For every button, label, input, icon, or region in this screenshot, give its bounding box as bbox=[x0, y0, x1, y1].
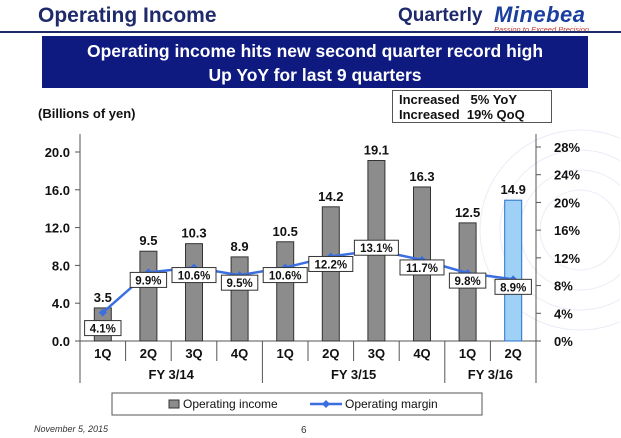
summary-qoq: Increased 19% QoQ bbox=[399, 107, 525, 122]
margin-point bbox=[98, 308, 107, 317]
margin-label-box bbox=[220, 274, 259, 291]
brand-logo: Minebea Passion to Exceed Precision bbox=[494, 2, 616, 34]
y2-tick-label: 24% bbox=[554, 168, 580, 183]
y2-tick-label: 12% bbox=[554, 251, 580, 266]
x-tick-label: 1Q bbox=[277, 346, 294, 361]
margin-label-box bbox=[353, 239, 399, 256]
margin-label: 10.6% bbox=[269, 271, 302, 283]
bar-value-label: 19.1 bbox=[364, 143, 389, 158]
period-label: Quarterly bbox=[398, 5, 483, 26]
y2-tick-label: 20% bbox=[554, 195, 580, 210]
margin-label: 9.8% bbox=[454, 276, 480, 288]
x-tick-label: 1Q bbox=[94, 346, 111, 361]
y2-tick-label: 8% bbox=[554, 279, 573, 294]
legend-bar-swatch bbox=[168, 399, 180, 409]
brand-tagline: Passion to Exceed Precision bbox=[494, 25, 590, 34]
y2-tick-label: 4% bbox=[554, 306, 573, 321]
summary-box: Increased 5% YoY Increased 19% QoQ bbox=[392, 90, 552, 123]
legend-line-marker bbox=[322, 400, 330, 408]
margin-label: 9.5% bbox=[226, 278, 252, 290]
margin-label: 4.1% bbox=[90, 324, 116, 336]
y-axis-unit-label: (Billions of yen) bbox=[38, 106, 136, 121]
bar-value-label: 3.5 bbox=[94, 290, 112, 305]
margin-label: 10.6% bbox=[178, 271, 211, 283]
y2-tick-label: 16% bbox=[554, 223, 580, 238]
headline-banner: Operating income hits new second quarter… bbox=[42, 36, 588, 88]
y-tick-label: 12.0 bbox=[45, 221, 70, 236]
y-tick-label: 4.0 bbox=[52, 296, 70, 311]
x-tick-label: 3Q bbox=[368, 346, 385, 361]
headline-line-2: Up YoY for last 9 quarters bbox=[208, 65, 422, 85]
bar-value-label: 9.5 bbox=[139, 233, 157, 248]
margin-label: 9.9% bbox=[135, 275, 161, 287]
x-tick-label: 2Q bbox=[505, 346, 522, 361]
margin-label-box bbox=[262, 267, 308, 284]
bar bbox=[276, 241, 295, 342]
margin-label: 13.1% bbox=[360, 243, 393, 255]
bar-value-label: 10.5 bbox=[273, 224, 298, 239]
header-divider bbox=[0, 31, 621, 33]
fiscal-year-label: FY 3/15 bbox=[331, 367, 376, 382]
margin-label-box bbox=[448, 272, 487, 289]
x-tick-label: 2Q bbox=[140, 346, 157, 361]
bar bbox=[321, 206, 340, 342]
y-tick-label: 0.0 bbox=[52, 334, 70, 349]
page-number: 6 bbox=[301, 425, 307, 436]
brand-name: Minebea bbox=[494, 2, 586, 27]
y2-tick-label: 0% bbox=[554, 334, 573, 349]
bar-value-label: 10.3 bbox=[181, 226, 206, 241]
operating-margin-line bbox=[101, 248, 514, 314]
y-tick-label: 20.0 bbox=[45, 145, 70, 160]
bar-value-label: 12.5 bbox=[455, 205, 480, 220]
x-tick-label: 4Q bbox=[413, 346, 430, 361]
margin-label-box bbox=[399, 259, 445, 276]
bar bbox=[230, 256, 249, 342]
fiscal-year-label: FY 3/14 bbox=[149, 367, 195, 382]
y-tick-label: 16.0 bbox=[45, 183, 70, 198]
summary-yoy: Increased 5% YoY bbox=[399, 92, 518, 107]
bar bbox=[139, 250, 158, 342]
x-tick-label: 2Q bbox=[322, 346, 339, 361]
bar-value-label: 16.3 bbox=[409, 169, 434, 184]
bar-value-label: 14.2 bbox=[318, 189, 343, 204]
legend-line-label: Operating margin bbox=[345, 397, 438, 411]
x-tick-label: 1Q bbox=[459, 346, 476, 361]
y-tick-label: 8.0 bbox=[52, 258, 70, 273]
x-tick-label: 3Q bbox=[185, 346, 202, 361]
bar-value-label: 14.9 bbox=[501, 182, 526, 197]
margin-label-box bbox=[308, 255, 354, 272]
margin-label-box bbox=[129, 271, 168, 288]
bar bbox=[185, 243, 203, 342]
bar-value-label: 8.9 bbox=[231, 239, 249, 254]
y2-tick-label: 28% bbox=[554, 140, 580, 155]
footer-date: November 5, 2015 bbox=[34, 424, 109, 434]
margin-label-box bbox=[171, 267, 217, 284]
legend-bar-label: Operating income bbox=[183, 397, 278, 411]
margin-label-box bbox=[84, 320, 122, 337]
legend bbox=[111, 392, 483, 416]
bar bbox=[504, 199, 523, 342]
margin-label: 11.7% bbox=[406, 263, 438, 275]
margin-label: 8.9% bbox=[500, 282, 526, 294]
margin-label: 12.2% bbox=[314, 259, 347, 271]
fiscal-year-label: FY 3/16 bbox=[468, 367, 513, 382]
x-tick-label: 4Q bbox=[231, 346, 248, 361]
headline-line-1: Operating income hits new second quarter… bbox=[86, 41, 544, 61]
margin-label-box bbox=[494, 278, 532, 295]
page-title: Operating Income bbox=[38, 4, 217, 27]
